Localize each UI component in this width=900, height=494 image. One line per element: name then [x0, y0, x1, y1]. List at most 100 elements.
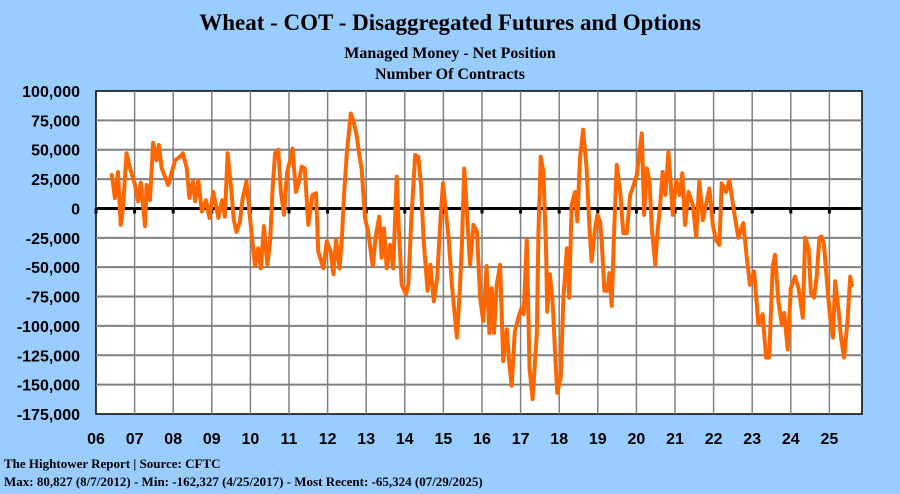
x-tick-labels: 06 07 08 09 10 11 12 13 14 15 16 17 18 19 20 21 22 23 24 25: [87, 431, 838, 448]
y-tick-label: -125,000: [17, 348, 80, 365]
data-point: [221, 199, 223, 201]
data-point: [496, 284, 498, 286]
x-tick-label: 06: [87, 431, 105, 448]
data-point: [549, 273, 551, 275]
data-point: [790, 287, 792, 289]
data-point: [277, 149, 279, 151]
x-tick-label: 07: [126, 431, 144, 448]
data-point: [582, 129, 584, 131]
data-point: [389, 244, 391, 246]
data-point: [194, 200, 196, 202]
data-point: [197, 179, 199, 181]
data-point: [456, 337, 458, 339]
x-tick-mark: [326, 208, 330, 214]
data-point: [304, 168, 306, 169]
data-point: [732, 206, 734, 208]
data-point: [451, 284, 453, 286]
data-point: [346, 151, 348, 153]
data-point: [167, 184, 169, 186]
data-point: [823, 244, 825, 246]
data-point: [566, 247, 568, 249]
data-point: [129, 167, 131, 169]
data-point: [702, 219, 704, 221]
x-tick-label: 16: [473, 431, 491, 448]
data-point: [298, 180, 300, 182]
data-point: [708, 188, 710, 189]
x-tick-label: 22: [705, 431, 723, 448]
data-point: [718, 244, 720, 246]
data-point: [832, 337, 834, 339]
data-point: [586, 168, 588, 169]
data-point: [571, 204, 573, 206]
data-point: [488, 332, 490, 334]
data-point: [579, 157, 581, 159]
data-point: [517, 317, 519, 319]
x-tick-mark: [133, 208, 137, 214]
data-point: [383, 227, 385, 229]
data-point: [350, 113, 352, 114]
data-point: [603, 290, 605, 292]
data-point: [286, 171, 288, 173]
data-point: [292, 148, 293, 150]
y-tick-label: 100,000: [22, 84, 80, 101]
data-point: [608, 272, 610, 274]
data-point: [787, 348, 789, 350]
data-point: [596, 214, 598, 216]
data-point: [591, 260, 593, 262]
data-point: [649, 180, 650, 182]
data-point: [205, 199, 207, 201]
data-point: [156, 159, 158, 161]
data-point: [545, 251, 547, 253]
data-point: [227, 152, 229, 154]
data-point: [546, 311, 548, 313]
x-tick-mark: [557, 208, 561, 214]
y-tick-label: -50,000: [26, 260, 80, 277]
data-point: [768, 357, 770, 359]
x-tick-mark: [480, 208, 484, 214]
data-point: [423, 240, 425, 242]
x-tick-mark: [634, 208, 638, 214]
data-point: [536, 333, 538, 335]
data-point: [375, 234, 377, 236]
data-point: [353, 121, 354, 122]
series-line-managed-money: [109, 111, 854, 402]
x-tick-label: 15: [435, 431, 453, 448]
data-point: [532, 398, 534, 400]
data-point: [289, 161, 291, 162]
data-point: [838, 311, 840, 313]
data-point: [777, 300, 779, 302]
data-point: [802, 317, 804, 319]
data-point: [239, 220, 241, 222]
data-point: [529, 367, 530, 369]
data-point: [182, 152, 184, 154]
data-point: [467, 224, 469, 226]
chart-subtitle: Managed Money - Net Position: [344, 45, 556, 62]
data-point: [280, 191, 282, 193]
chart-title: Wheat - COT - Disaggregated Futures and …: [199, 10, 701, 35]
data-point: [542, 171, 544, 173]
data-point: [174, 159, 176, 161]
data-point: [414, 154, 416, 156]
data-point: [122, 208, 124, 209]
data-point: [781, 324, 783, 326]
data-point: [675, 179, 677, 181]
data-point: [721, 182, 723, 184]
data-point: [358, 154, 360, 156]
data-point: [146, 184, 148, 186]
y-tick-label: -75,000: [26, 290, 80, 307]
data-point: [827, 287, 828, 289]
data-point: [506, 328, 508, 330]
x-tick-label: 21: [666, 431, 684, 448]
data-point: [367, 231, 369, 233]
data-point: [692, 204, 694, 206]
data-point: [554, 351, 556, 353]
data-point: [448, 239, 450, 241]
y-tick-labels: 100,000 75,000 50,000 25,000 0 -25,000 -50,000…: [17, 84, 80, 424]
data-point: [335, 239, 337, 241]
data-point: [420, 184, 422, 186]
data-point: [254, 265, 256, 267]
data-point: [810, 292, 812, 294]
data-point: [396, 176, 398, 178]
data-point: [343, 191, 345, 193]
